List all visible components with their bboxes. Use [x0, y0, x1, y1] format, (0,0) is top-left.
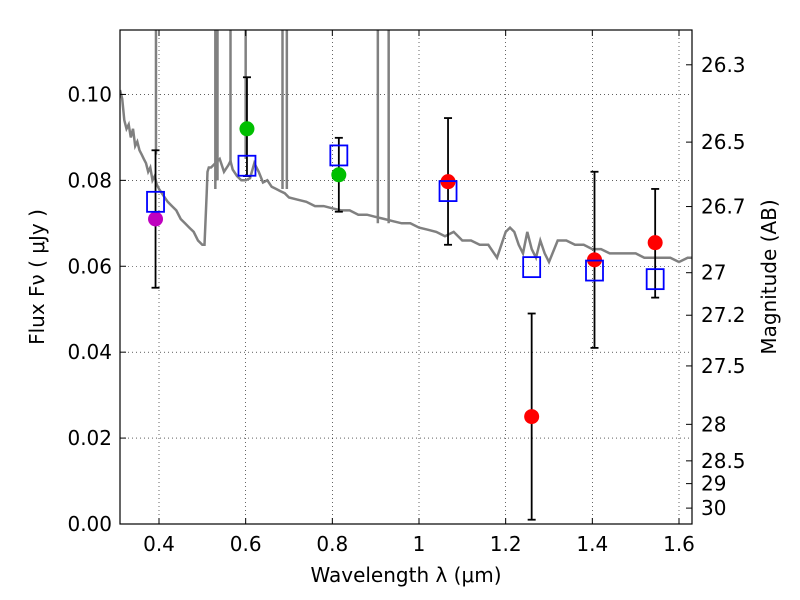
- errorbar-layer: [151, 76, 660, 521]
- x-tick-label: 0.4: [143, 532, 175, 556]
- model-square: [585, 259, 604, 282]
- model-square: [146, 190, 165, 213]
- model-square: [237, 154, 257, 177]
- observed-point: [524, 409, 540, 425]
- template-layer: [120, 30, 692, 266]
- right-tick-label: 27: [701, 261, 726, 285]
- x-tick-label: 0.8: [316, 532, 348, 556]
- x-tick-label: 1.2: [490, 532, 522, 556]
- x-tick-label: 1.6: [663, 532, 695, 556]
- y-tick-label: 0.08: [67, 168, 112, 192]
- x-tick-label: 1: [413, 532, 426, 556]
- y-tick-label: 0.06: [67, 254, 112, 278]
- model-square: [438, 180, 458, 202]
- right-tick-label: 27.5: [701, 354, 746, 378]
- ticks-layer: 0.4 0.6 0.8 1 1.2 1.4 1.6 0.00 0.02 0.04 0.06 0.08 0…: [67, 30, 746, 556]
- model-square: [522, 256, 542, 279]
- right-tick-label: 26.7: [701, 195, 746, 219]
- y-tick-label: 0.00: [67, 512, 112, 536]
- x-tick-label: 1.4: [576, 532, 608, 556]
- right-axis-title: Magnitude (AB): [757, 199, 781, 354]
- right-tick-label: 30: [701, 496, 726, 520]
- observed-point: [331, 167, 347, 183]
- squares-layer: [146, 144, 665, 291]
- model-square: [645, 268, 665, 291]
- right-tick-label: 26.3: [701, 53, 746, 77]
- y-axis-title: Flux Fν ( μJy ): [25, 209, 49, 345]
- right-tick-label: 28: [701, 412, 726, 436]
- model-square: [329, 144, 349, 167]
- right-tick-label: 27.2: [701, 303, 746, 327]
- plot-frame: [119, 29, 693, 525]
- observed-point: [239, 121, 255, 137]
- observed-point: [647, 235, 663, 251]
- y-tick-label: 0.10: [67, 82, 112, 106]
- observed-point: [148, 211, 164, 227]
- y-tick-label: 0.04: [67, 340, 112, 364]
- right-tick-label: 29: [701, 472, 726, 496]
- y-tick-label: 0.02: [67, 426, 112, 450]
- template-spectrum-line: [120, 89, 692, 266]
- right-tick-label: 28.5: [701, 449, 746, 473]
- grid-layer: [120, 30, 692, 525]
- x-axis-title: Wavelength λ (μm): [310, 563, 501, 587]
- right-tick-label: 26.5: [701, 130, 746, 154]
- x-tick-label: 0.6: [230, 532, 262, 556]
- points-layer: [148, 121, 663, 425]
